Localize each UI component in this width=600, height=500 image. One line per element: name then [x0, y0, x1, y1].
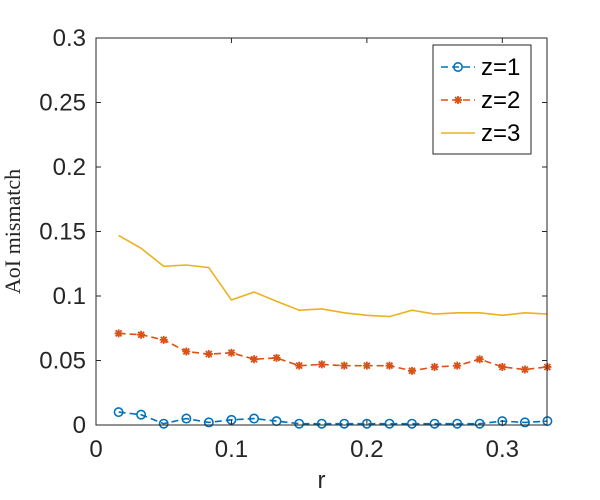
legend-entry: z=2	[441, 87, 520, 114]
data-point-asterisk	[137, 330, 146, 339]
x-tick-label: 0.3	[486, 436, 519, 463]
data-point-asterisk	[295, 361, 304, 370]
data-point-circle	[316, 418, 327, 429]
data-point-asterisk	[454, 96, 462, 104]
x-tick-label: 0	[89, 436, 102, 463]
legend-box	[432, 44, 532, 155]
y-tick-label: 0.1	[53, 283, 86, 310]
data-point-circle	[136, 409, 147, 420]
tick-layer: 0 0.1 0.2 0.3 0 0.05 0.1 0.15 0.2 0.25 0.3	[39, 25, 547, 463]
series-2	[114, 329, 552, 375]
data-point-circle	[339, 418, 350, 429]
data-point-circle	[429, 418, 440, 429]
data-point-asterisk	[475, 355, 484, 364]
y-tick-label: 0.25	[39, 90, 86, 117]
data-point-asterisk	[317, 360, 326, 369]
data-point-circle	[361, 418, 372, 429]
y-axis-label: AoI mismatch	[0, 169, 25, 294]
legend-label: z=2	[481, 87, 520, 114]
data-point-circle	[452, 418, 463, 429]
data-point-asterisk	[430, 362, 439, 371]
data-point-circle	[474, 418, 485, 429]
data-point-circle	[452, 61, 463, 72]
data-point-circle	[158, 418, 169, 429]
series-line	[118, 234, 548, 318]
data-point-asterisk	[159, 335, 168, 344]
y-tick-label: 0	[73, 412, 86, 439]
legend-entry: z=1	[441, 54, 520, 81]
data-point-asterisk	[250, 355, 259, 364]
x-tick-label: 0.1	[215, 436, 248, 463]
data-point-circle	[113, 407, 124, 418]
series-3	[118, 234, 548, 318]
series-layer	[113, 234, 553, 429]
y-tick-label: 0.15	[39, 219, 86, 246]
data-point-asterisk	[362, 361, 371, 370]
y-tick-label: 0.2	[53, 154, 86, 181]
data-point-asterisk	[340, 361, 349, 370]
series-line	[118, 332, 548, 372]
legend-label: z=3	[481, 120, 520, 147]
data-point-circle	[384, 418, 395, 429]
data-point-circle	[181, 413, 192, 424]
data-point-asterisk	[453, 361, 462, 370]
data-point-asterisk	[204, 350, 213, 359]
data-point-asterisk	[272, 353, 281, 362]
data-point-circle	[294, 418, 305, 429]
data-point-asterisk	[520, 365, 529, 374]
y-tick-label: 0.05	[39, 348, 86, 375]
data-point-asterisk	[227, 348, 236, 357]
data-point-asterisk	[182, 347, 191, 356]
x-tick-label: 0.2	[350, 436, 383, 463]
y-tick-label: 0.3	[53, 25, 86, 52]
legend-entry: z=3	[441, 120, 520, 147]
x-axis-label: r	[318, 467, 326, 494]
data-point-circle	[249, 413, 260, 424]
data-point-circle	[203, 417, 214, 428]
data-point-circle	[406, 418, 417, 429]
legend-label: z=1	[481, 54, 520, 81]
data-point-asterisk	[385, 361, 394, 370]
data-point-asterisk	[114, 329, 123, 338]
data-point-circle	[519, 417, 530, 428]
data-point-asterisk	[407, 366, 416, 375]
legend: z=1 z=2 z=3	[432, 44, 532, 155]
data-point-asterisk	[498, 362, 507, 371]
